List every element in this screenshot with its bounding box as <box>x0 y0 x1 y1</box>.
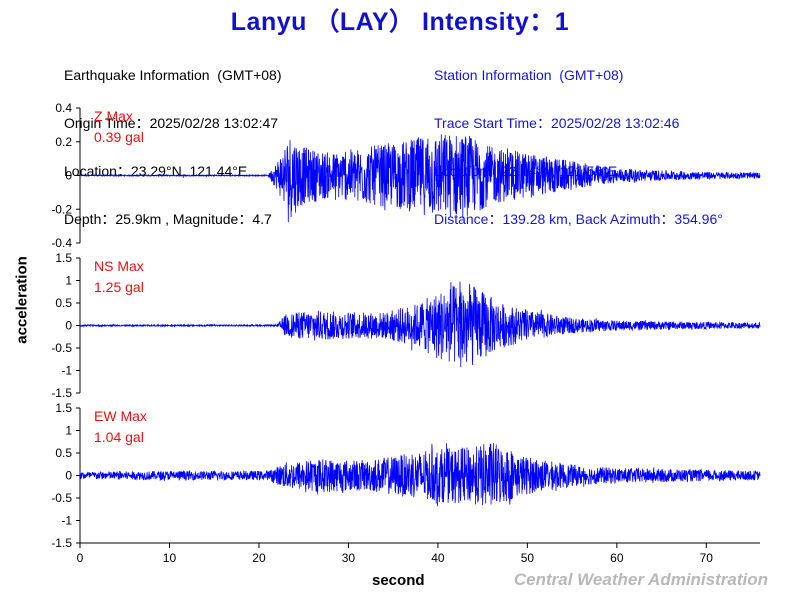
station-info-heading: Station Information (GMT+08) <box>434 67 624 83</box>
z-y-tick-label: -0.2 <box>51 202 72 216</box>
ew-y-tick-label: 0 <box>65 469 72 483</box>
ew-max-value: 1.04 gal <box>94 429 144 445</box>
ew-y-tick-label: -0.5 <box>51 491 72 505</box>
x-tick-label: 70 <box>700 551 714 565</box>
z-max-value: 0.39 gal <box>94 129 144 145</box>
ew-y-tick-label: -1 <box>61 514 72 528</box>
ns-y-tick-label: 0.5 <box>55 296 72 310</box>
ns-y-tick-label: -1 <box>61 364 72 378</box>
x-tick-label: 60 <box>610 551 624 565</box>
ns-y-tick-label: 1.5 <box>55 251 72 265</box>
x-tick-label: 40 <box>431 551 445 565</box>
agency-credit: Central Weather Administration <box>513 570 768 589</box>
x-tick-label: 0 <box>77 551 84 565</box>
ew-y-tick-label: 1 <box>65 424 72 438</box>
ns-y-tick-label: -0.5 <box>51 341 72 355</box>
station-info: Station Information (GMT+08) Trace Start… <box>434 35 723 243</box>
ns-max-label: NS Max <box>94 258 144 274</box>
z-y-tick-label: 0 <box>65 169 72 183</box>
depth-magnitude: Depth：25.9km , Magnitude：4.7 <box>64 211 272 227</box>
x-tick-label: 20 <box>252 551 266 565</box>
ew-y-tick-label: 0.5 <box>55 446 72 460</box>
ew-y-tick-label: -1.5 <box>51 536 72 550</box>
trace-start-time: Trace Start Time：2025/02/28 13:02:46 <box>434 115 680 131</box>
ns-y-tick-label: 0 <box>65 319 72 333</box>
ns-y-tick-label: 1 <box>65 274 72 288</box>
earthquake-info-heading: Earthquake Information (GMT+08) <box>64 67 282 83</box>
x-tick-label: 50 <box>521 551 535 565</box>
ew-y-tick-label: 1.5 <box>55 401 72 415</box>
x-tick-label: 30 <box>342 551 356 565</box>
ns-y-tick-label: -1.5 <box>51 386 72 400</box>
distance-azimuth: Distance：139.28 km, Back Azimuth：354.96° <box>434 211 723 227</box>
x-tick-label: 10 <box>163 551 177 565</box>
ns-max-value: 1.25 gal <box>94 279 144 295</box>
ns-waveform-line <box>79 281 761 368</box>
chart-title: Lanyu （LAY） Intensity：1 <box>230 8 570 36</box>
origin-time: Origin Time：2025/02/28 13:02:47 <box>64 115 279 131</box>
ew-waveform-line <box>79 443 761 507</box>
x-axis-label: second <box>372 572 425 589</box>
ew-max-label: EW Max <box>94 408 147 424</box>
z-y-tick-label: 0.2 <box>55 135 72 149</box>
z-max-label: Z Max <box>94 108 133 124</box>
z-y-tick-label: 0.4 <box>55 101 72 115</box>
earthquake-info: Earthquake Information (GMT+08) Origin T… <box>64 35 282 243</box>
z-waveform-line <box>79 134 761 223</box>
z-y-tick-label: -0.4 <box>51 236 72 250</box>
